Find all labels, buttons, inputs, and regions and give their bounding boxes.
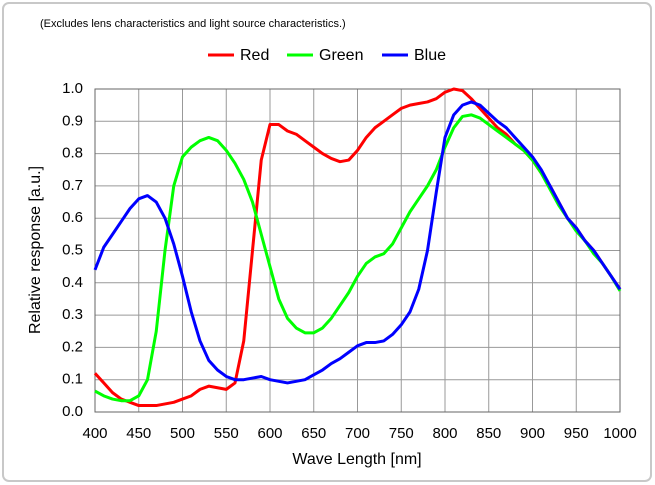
plot-border: [94, 88, 621, 413]
x-tick-label: 550: [214, 425, 239, 442]
note: (Excludes lens characteristics and light…: [40, 18, 346, 30]
y-tick-label: 0.2: [62, 338, 83, 355]
x-tick-label: 750: [389, 425, 414, 442]
x-tick-label: 700: [345, 425, 370, 442]
y-tick-label: 0.4: [62, 274, 83, 291]
y-tick-label: 0.5: [62, 241, 83, 258]
x-tick-label: 650: [301, 425, 326, 442]
x-axis-label: Wave Length [nm]: [292, 451, 421, 468]
legend-label: Green: [319, 47, 363, 64]
y-tick-label: 0.9: [62, 112, 83, 129]
y-tick-label: 0.0: [62, 403, 83, 420]
series-line: [94, 113, 622, 403]
x-tick-label: 450: [126, 425, 151, 442]
y-tick-label: 0.3: [62, 306, 83, 323]
legend-label: Blue: [414, 47, 446, 64]
y-axis-label: Relative response [a.u.]: [27, 166, 44, 334]
x-tick-label: 1000: [603, 425, 636, 442]
y-tick-label: 0.7: [62, 177, 83, 194]
series-line: [93, 100, 622, 385]
x-tick-label: 950: [564, 425, 589, 442]
y-tick-label: 0.8: [62, 145, 83, 162]
y-tick-label: 1.0: [62, 80, 83, 97]
x-tick-label: 500: [170, 425, 195, 442]
x-tick-label: 900: [520, 425, 545, 442]
y-tick-label: 0.1: [62, 371, 83, 388]
y-tick-label: 0.6: [62, 209, 83, 226]
x-tick-label: 850: [476, 425, 501, 442]
x-tick-label: 400: [82, 425, 107, 442]
legend-label: Red: [240, 47, 269, 64]
x-tick-label: 800: [432, 425, 457, 442]
x-tick-label: 600: [257, 425, 282, 442]
